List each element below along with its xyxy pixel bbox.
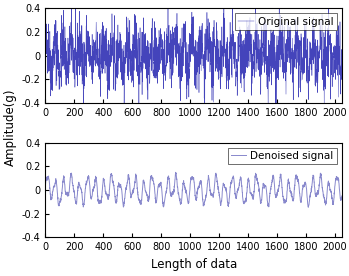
Line: Denoised signal: Denoised signal bbox=[45, 172, 342, 207]
Original signal bbox=[262, 43, 266, 47]
Original signal bbox=[157, 38, 161, 41]
Original signal bbox=[197, 36, 201, 40]
Denoised signal bbox=[197, 185, 201, 189]
Original signal bbox=[340, 64, 344, 67]
Denoised signal bbox=[192, 176, 196, 179]
Denoised signal bbox=[306, 206, 310, 209]
Line: Original signal: Original signal bbox=[45, 0, 342, 117]
X-axis label: Length of data: Length of data bbox=[150, 258, 237, 271]
Denoised signal bbox=[129, 195, 133, 198]
Denoised signal bbox=[340, 194, 344, 198]
Text: Amplitude(g): Amplitude(g) bbox=[3, 88, 16, 166]
Denoised signal bbox=[262, 184, 266, 187]
Original signal bbox=[129, 59, 133, 63]
Denoised signal bbox=[198, 182, 202, 185]
Legend: Denoised signal: Denoised signal bbox=[228, 148, 337, 164]
Original signal bbox=[198, 61, 202, 64]
Original signal bbox=[43, 46, 47, 50]
Denoised signal bbox=[43, 183, 47, 187]
Legend: Original signal: Original signal bbox=[235, 14, 337, 30]
Denoised signal bbox=[173, 171, 178, 174]
Denoised signal bbox=[157, 184, 161, 187]
Original signal bbox=[192, 22, 196, 26]
Original signal bbox=[81, 115, 86, 119]
